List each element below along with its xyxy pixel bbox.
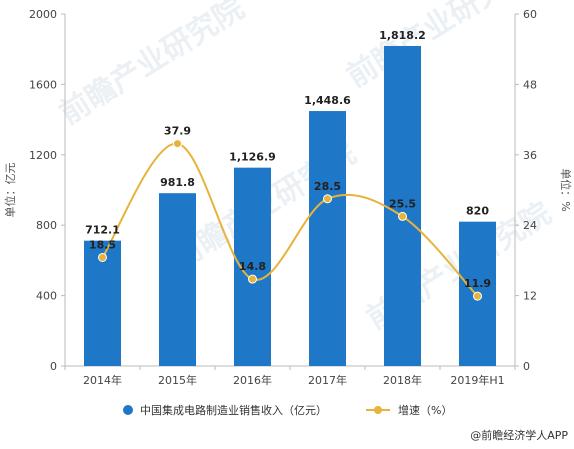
line-point [473,291,482,301]
legend-marker-bar [123,405,133,415]
line-point [173,139,182,149]
bar [159,193,196,366]
line-point [323,194,332,204]
line-point [248,274,257,284]
line-series [98,139,482,301]
x-tick-label: 2017年 [308,373,347,387]
x-tick-label: 2019年H1 [450,373,504,387]
line-point [98,252,107,262]
legend-label-bar: 中国集成电路制造业销售收入（亿元） [140,403,327,417]
bar-value-label: 1,448.6 [304,94,351,107]
y-right-tick-label: 12 [523,290,537,303]
y-left-tick-label: 1600 [29,78,57,91]
y-left-tick-label: 2000 [29,8,57,21]
x-tick-label: 2014年 [83,373,122,387]
x-tick-label: 2015年 [158,373,197,387]
bar [309,111,346,366]
y-right-tick-label: 0 [523,360,530,373]
source-credit: @前瞻经济学人APP [470,428,568,442]
y-axis-left-title: 单位：亿元 [3,163,17,218]
line-value-label: 11.9 [464,277,491,290]
y-right-tick-label: 24 [523,219,537,232]
y-right-tick-label: 60 [523,8,537,21]
bar-value-label: 712.1 [85,224,120,237]
bar-value-label: 1,818.2 [379,29,426,42]
bar-series [84,45,496,367]
legend-label-line: 增速（%） [398,403,452,417]
line-value-label: 18.5 [89,238,116,251]
line-point [398,211,407,221]
watermark-1: 前瞻产业研究院 [54,0,251,132]
line-value-label: 25.5 [389,197,416,210]
y-right-tick-label: 48 [523,78,537,91]
legend-marker-line-dot [374,406,382,414]
line-value-label: 14.8 [239,260,266,273]
line-value-label: 37.9 [164,125,191,138]
bar-value-label: 820 [466,205,489,218]
line-value-label: 28.5 [314,180,341,193]
y-left-tick-label: 0 [50,360,57,373]
y-axis-right-title: 单位：% [559,168,573,211]
x-tick-label: 2016年 [233,373,272,387]
x-tick-label: 2018年 [383,373,422,387]
bar-value-label: 1,126.9 [229,151,276,164]
bar [384,45,421,367]
y-left-tick-label: 1200 [29,149,57,162]
y-right-tick-label: 36 [523,149,537,162]
y-left-tick-label: 800 [36,219,57,232]
y-left-tick-label: 400 [36,290,57,303]
legend: 中国集成电路制造业销售收入（亿元） 增速（%） [123,403,452,417]
bar-value-label: 981.8 [160,176,195,189]
watermark-2: 前瞻产业研究院 [341,0,538,95]
data-labels: 712.1 981.8 1,126.9 1,448.6 1,818.2 820 18.5 37… [85,29,491,290]
axes: 0 400 800 1200 1600 2000 0 12 24 36 48 60 2014年 2015年… [29,8,537,387]
